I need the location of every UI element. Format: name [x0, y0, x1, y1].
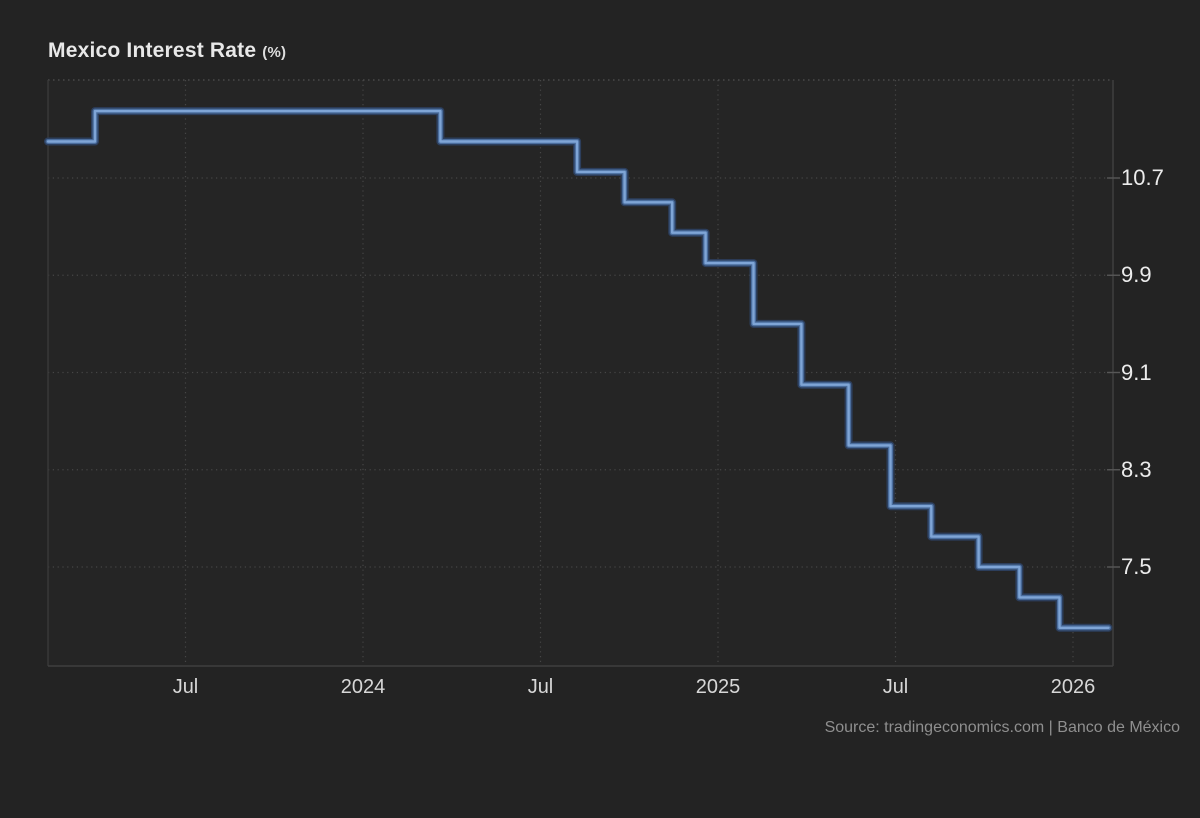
x-tick-label: 2026 [1050, 676, 1096, 698]
source-attribution: Source: tradingeconomics.com | Banco de … [824, 719, 1180, 736]
y-tick-label: 9.9 [1121, 262, 1152, 288]
y-tick-label: 9.1 [1121, 359, 1152, 385]
x-tick-label: 2025 [695, 676, 741, 698]
chart-title-unit: (%) [262, 44, 287, 61]
y-tick-label: 8.3 [1121, 456, 1152, 482]
x-tick-label: Jul [882, 676, 909, 698]
x-tick-label: 2024 [340, 676, 386, 698]
chart-title-text: Mexico Interest Rate [48, 39, 257, 62]
rate-line-highlight[interactable] [46, 109, 1110, 629]
y-tick-label: 10.7 [1121, 165, 1164, 190]
x-tick-label: Jul [527, 676, 554, 698]
y-axis-ticks [1107, 177, 1120, 568]
vertical-gridlines [184, 80, 1074, 666]
chart-title: Mexico Interest Rate (%) [48, 39, 286, 63]
y-tick-label: 7.5 [1121, 554, 1152, 579]
x-tick-label: Jul [172, 676, 199, 698]
plot-background [48, 80, 1113, 666]
